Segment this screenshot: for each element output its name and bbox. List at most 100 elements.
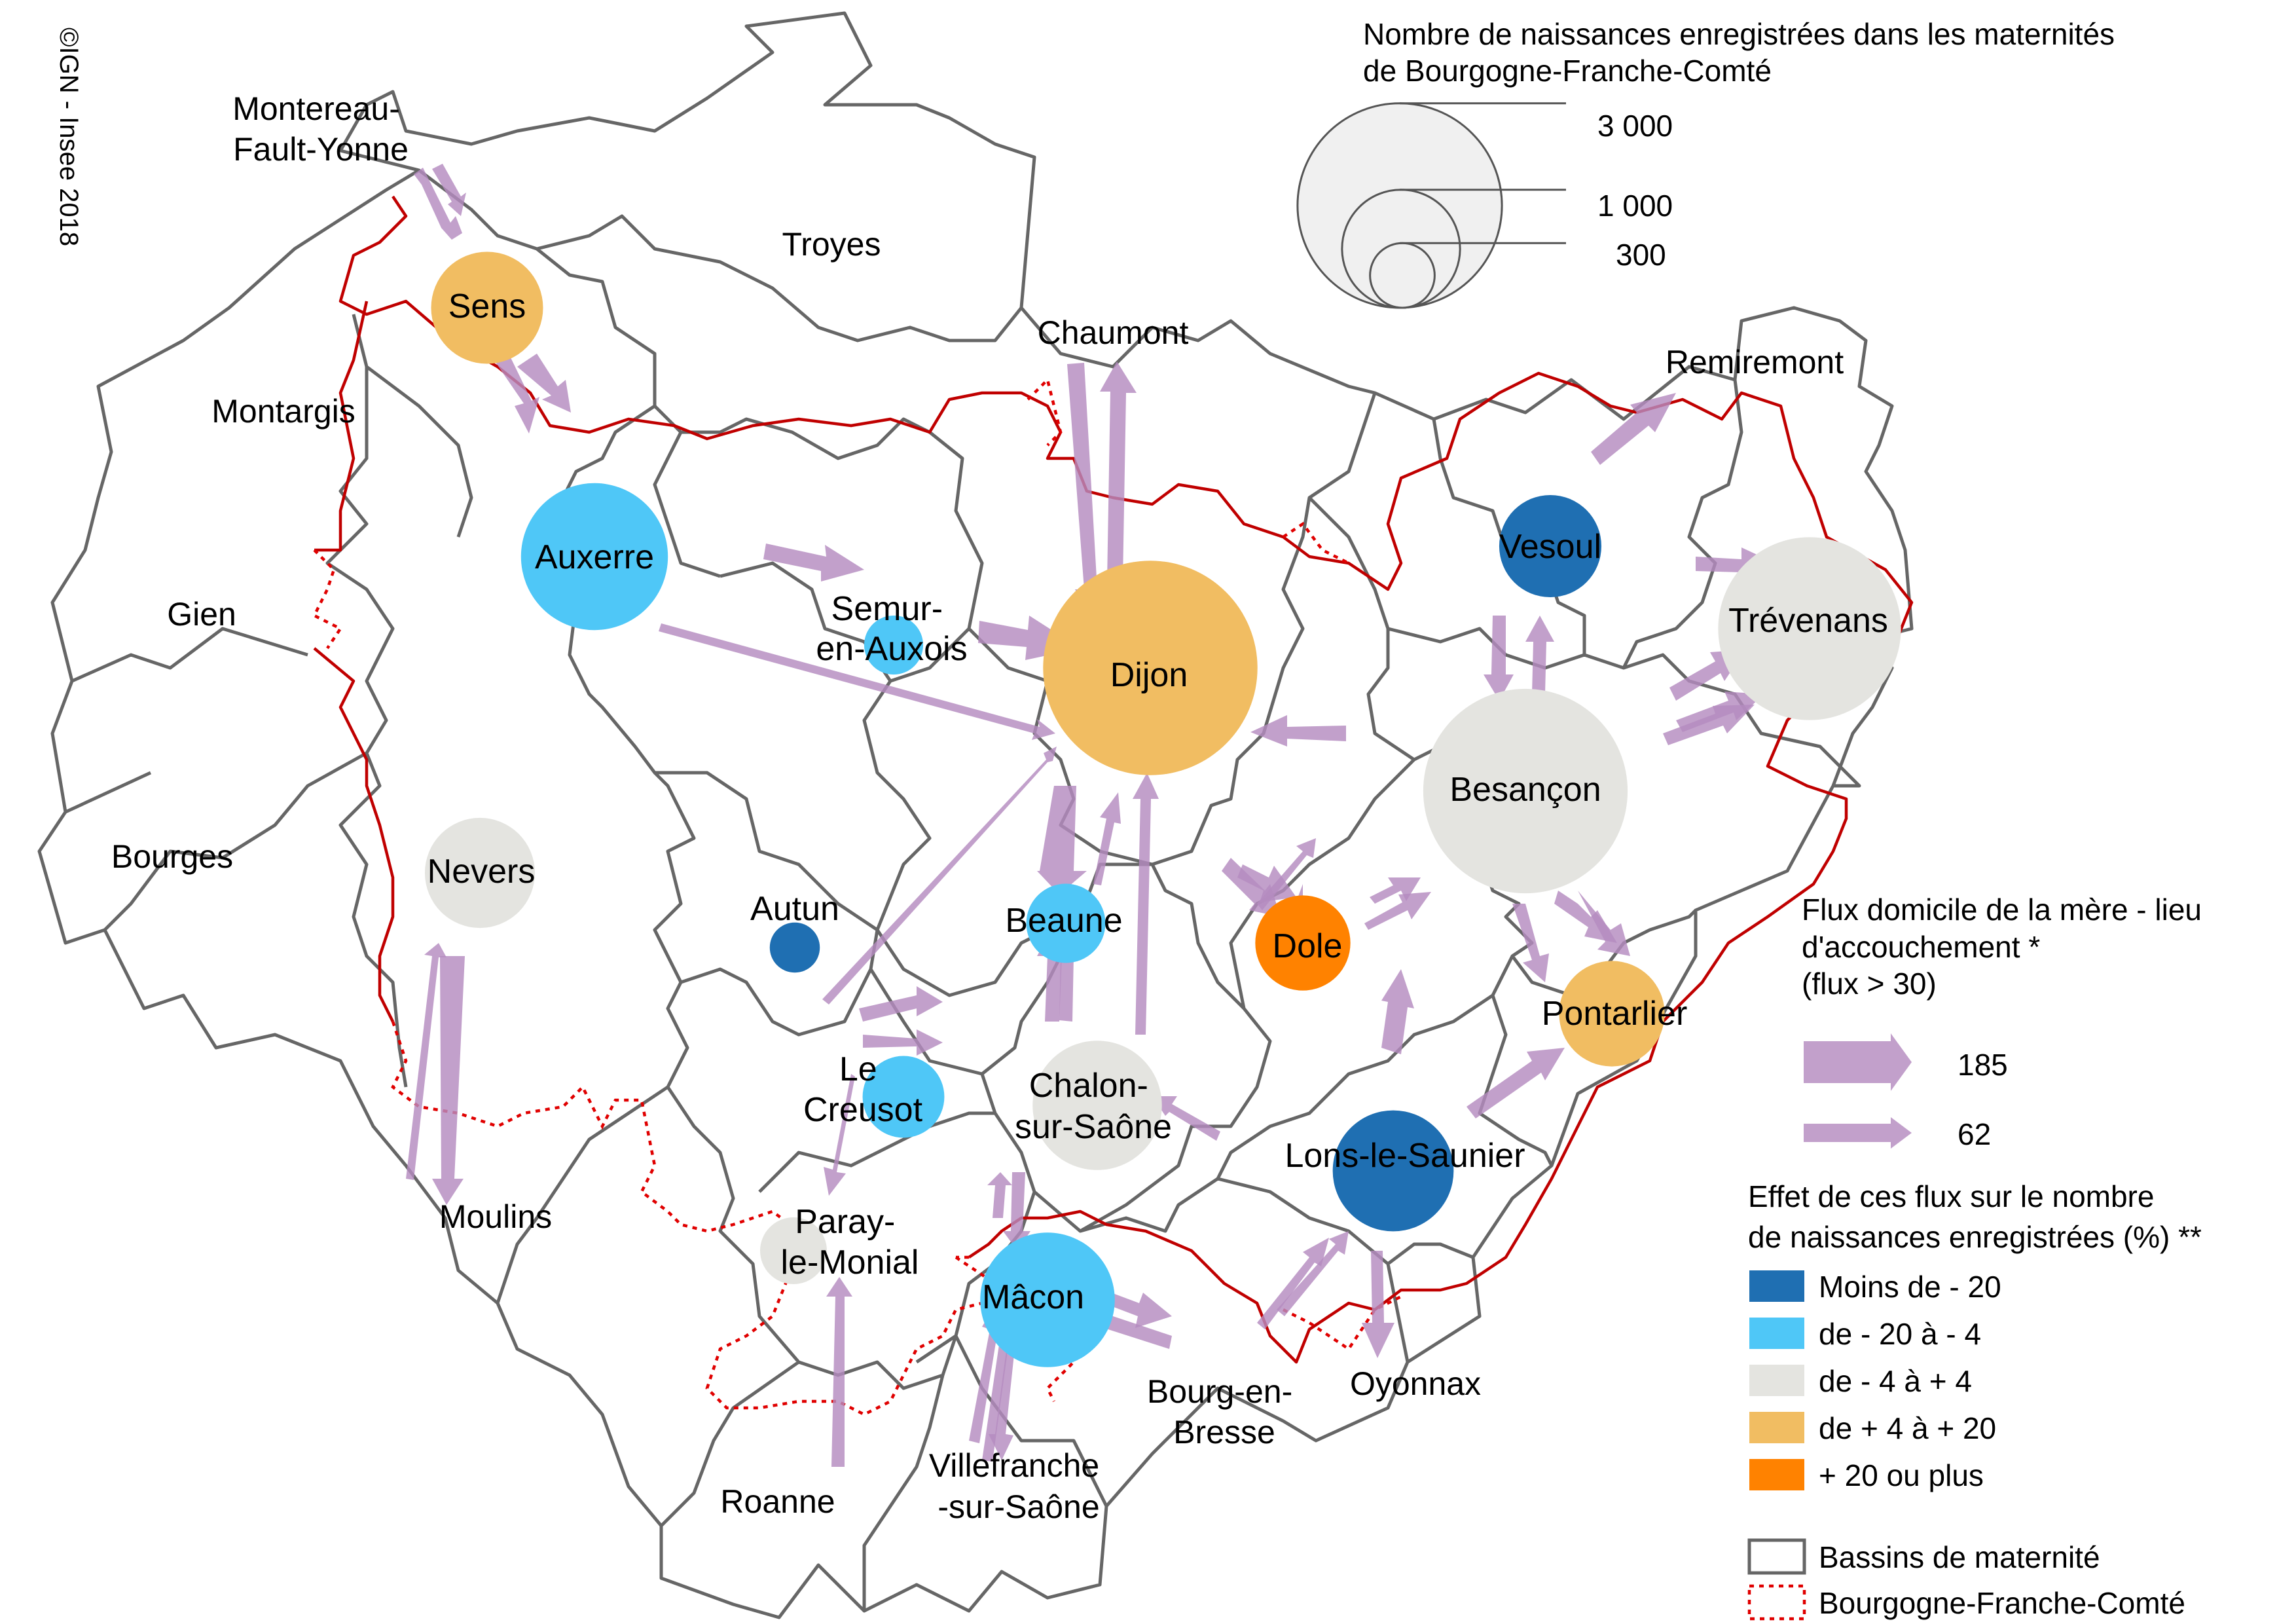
basin-label-line: Fault-Yonne bbox=[233, 131, 409, 168]
maternity-label-pontarlier: Pontarlier bbox=[1542, 995, 1688, 1033]
region-border-solid bbox=[313, 195, 1914, 1364]
maternity-label-vesoul: Vesoul bbox=[1499, 528, 1601, 566]
maternity-bubble-semur bbox=[864, 615, 924, 675]
legend-flux-value-small: 62 bbox=[1958, 1117, 1991, 1151]
maternity-label-beaune: Beaune bbox=[1005, 902, 1122, 940]
basin-label-gien: Gien bbox=[167, 596, 236, 633]
basin-label-roanne: Roanne bbox=[720, 1483, 835, 1520]
legend-bubble-circles: 3 000 1 000 300 bbox=[1296, 102, 1673, 309]
legend-bubble-label: 300 bbox=[1616, 238, 1666, 272]
maternity-labels: Sens Auxerre Semur- en-Auxois Dijon Veso… bbox=[428, 287, 1888, 1316]
flow-arrow bbox=[1067, 363, 1108, 618]
maternity-label-line: Semur- bbox=[831, 590, 943, 628]
maternity-label-semur: Semur- en-Auxois bbox=[816, 590, 967, 668]
maternity-label-line: Creusot bbox=[803, 1091, 923, 1129]
maternity-bubble-beaune bbox=[1026, 883, 1106, 963]
legend-basin-swatch bbox=[1747, 1538, 1806, 1575]
basin-label-villefranche: Villefranche -sur-Saône bbox=[929, 1447, 1108, 1525]
flow-arrow bbox=[826, 1277, 852, 1467]
legend-bubbles-title: Nombre de naissances enregistrées dans l… bbox=[1363, 17, 2123, 88]
maternity-label-line: en-Auxois bbox=[816, 630, 967, 668]
legend-borders: Bassins de maternité Bourgogne-Franche-C… bbox=[1747, 1538, 2185, 1621]
flow-arrow bbox=[1257, 838, 1316, 910]
basin-label-remiremont: Remiremont bbox=[1666, 344, 1844, 380]
legend-flux-value-large: 185 bbox=[1958, 1048, 2008, 1082]
basin-internal-lines bbox=[64, 169, 1861, 1611]
flow-arrow bbox=[1093, 792, 1121, 885]
legend-title-line: Flux domicile de la mère - lieu bbox=[1802, 893, 2202, 927]
basin-label-troyes: Troyes bbox=[782, 226, 881, 263]
flow-arrow bbox=[763, 544, 864, 581]
basin-label-oyonnax: Oyonnax bbox=[1350, 1365, 1481, 1402]
copyright-credit: ©IGN - Insee 2018 bbox=[54, 28, 83, 246]
basin-label-line: Bresse bbox=[1173, 1414, 1275, 1450]
maternity-bubble-lecreusot bbox=[862, 1056, 945, 1138]
basin-label-chaumont: Chaumont bbox=[1038, 314, 1189, 351]
legend-title-line: Nombre de naissances enregistrées dans l… bbox=[1363, 17, 2115, 51]
maternity-bubble-vesoul bbox=[1499, 494, 1602, 598]
basin-label-bourges: Bourges bbox=[111, 838, 233, 875]
flow-arrow bbox=[406, 943, 446, 1180]
basin-label-line: -sur-Saône bbox=[938, 1488, 1099, 1525]
legend-region-swatch bbox=[1747, 1584, 1806, 1621]
legend-title-line: d'accouchement * bbox=[1802, 930, 2040, 964]
legend-swatch-p20 bbox=[1749, 1459, 1804, 1490]
flow-arrow bbox=[1100, 361, 1137, 619]
flow-arrow bbox=[987, 1172, 1012, 1218]
basin-outer-outline bbox=[37, 11, 1914, 1619]
legend-flux-arrow-large bbox=[1804, 1033, 1912, 1091]
maternity-bubble-dijon bbox=[1043, 561, 1258, 775]
flow-arrow bbox=[432, 956, 465, 1205]
flow-arrow bbox=[517, 354, 571, 413]
basin-label-line: Montereau- bbox=[232, 90, 400, 127]
basin-label-line: Bourg-en- bbox=[1147, 1373, 1292, 1410]
basin-label-montereau: Montereau- Fault-Yonne bbox=[232, 90, 409, 168]
maternity-label-trevenans: Trévenans bbox=[1728, 602, 1888, 640]
flow-arrow bbox=[1364, 892, 1431, 930]
basin-label-bourg: Bourg-en- Bresse bbox=[1147, 1373, 1302, 1450]
maternity-label-lecreusot: Le Creusot bbox=[803, 1050, 923, 1129]
flow-arrow bbox=[1484, 616, 1514, 701]
maternity-label-dole: Dole bbox=[1273, 927, 1343, 965]
maternity-bubble-lons bbox=[1332, 1110, 1454, 1232]
legend-class-label: de + 4 à + 20 bbox=[1819, 1411, 1996, 1445]
flow-arrow bbox=[432, 164, 466, 216]
legend-title-line: (flux > 30) bbox=[1802, 967, 1937, 1001]
flow-arrow bbox=[1277, 1231, 1349, 1316]
maternity-bubble-besancon bbox=[1423, 688, 1628, 894]
region-border-dotted bbox=[312, 377, 1402, 1416]
legend-swatch-p4_p20 bbox=[1749, 1412, 1804, 1443]
legend-bubble-label: 3 000 bbox=[1597, 109, 1673, 143]
flow-arrow bbox=[1257, 1238, 1329, 1329]
legend-bubble-300 bbox=[1369, 242, 1436, 309]
maternity-label-auxerre: Auxerre bbox=[535, 538, 654, 576]
flow-arrow bbox=[1578, 891, 1630, 956]
maternity-label-dijon: Dijon bbox=[1110, 656, 1188, 694]
flow-arrow bbox=[1467, 1048, 1565, 1118]
flow-arrow bbox=[822, 747, 1057, 1005]
legend-flux: Flux domicile de la mère - lieu d'accouc… bbox=[1802, 893, 2202, 1151]
maternity-label-autun: Autun bbox=[750, 890, 839, 928]
maternity-bubble-nevers bbox=[424, 817, 536, 929]
flow-arrow bbox=[1362, 1251, 1394, 1358]
maternity-label-line: Paray- bbox=[795, 1203, 895, 1241]
maternity-label-lons: Lons-le-Saunier bbox=[1285, 1137, 1525, 1175]
flow-arrow bbox=[989, 1336, 1016, 1460]
legend-region-label: Bourgogne-Franche-Comté bbox=[1819, 1586, 2185, 1620]
region-border bbox=[312, 195, 1914, 1416]
maternity-label-line: Le bbox=[839, 1050, 877, 1088]
maternity-label-macon: Mâcon bbox=[982, 1278, 1084, 1316]
flow-arrow bbox=[824, 1074, 855, 1196]
legend-effect-title: Effet de ces flux sur le nombre de naiss… bbox=[1748, 1179, 2202, 1254]
flow-arrow bbox=[1133, 773, 1159, 1035]
maternity-bubble-macon bbox=[980, 1232, 1115, 1367]
legend-effect: Effet de ces flux sur le nombre de naiss… bbox=[1748, 1179, 2202, 1492]
legend-swatch-m20_m4 bbox=[1749, 1318, 1804, 1349]
maternity-bubble-autun bbox=[769, 922, 820, 973]
legend-title-line: de Bourgogne-Franche-Comté bbox=[1363, 54, 1772, 88]
flow-arrow bbox=[1512, 904, 1549, 982]
maternity-bubble-chalon bbox=[1032, 1041, 1162, 1170]
legend-title-line: de naissances enregistrées (%) ** bbox=[1748, 1220, 2202, 1254]
basin-outlines bbox=[37, 11, 1914, 1619]
